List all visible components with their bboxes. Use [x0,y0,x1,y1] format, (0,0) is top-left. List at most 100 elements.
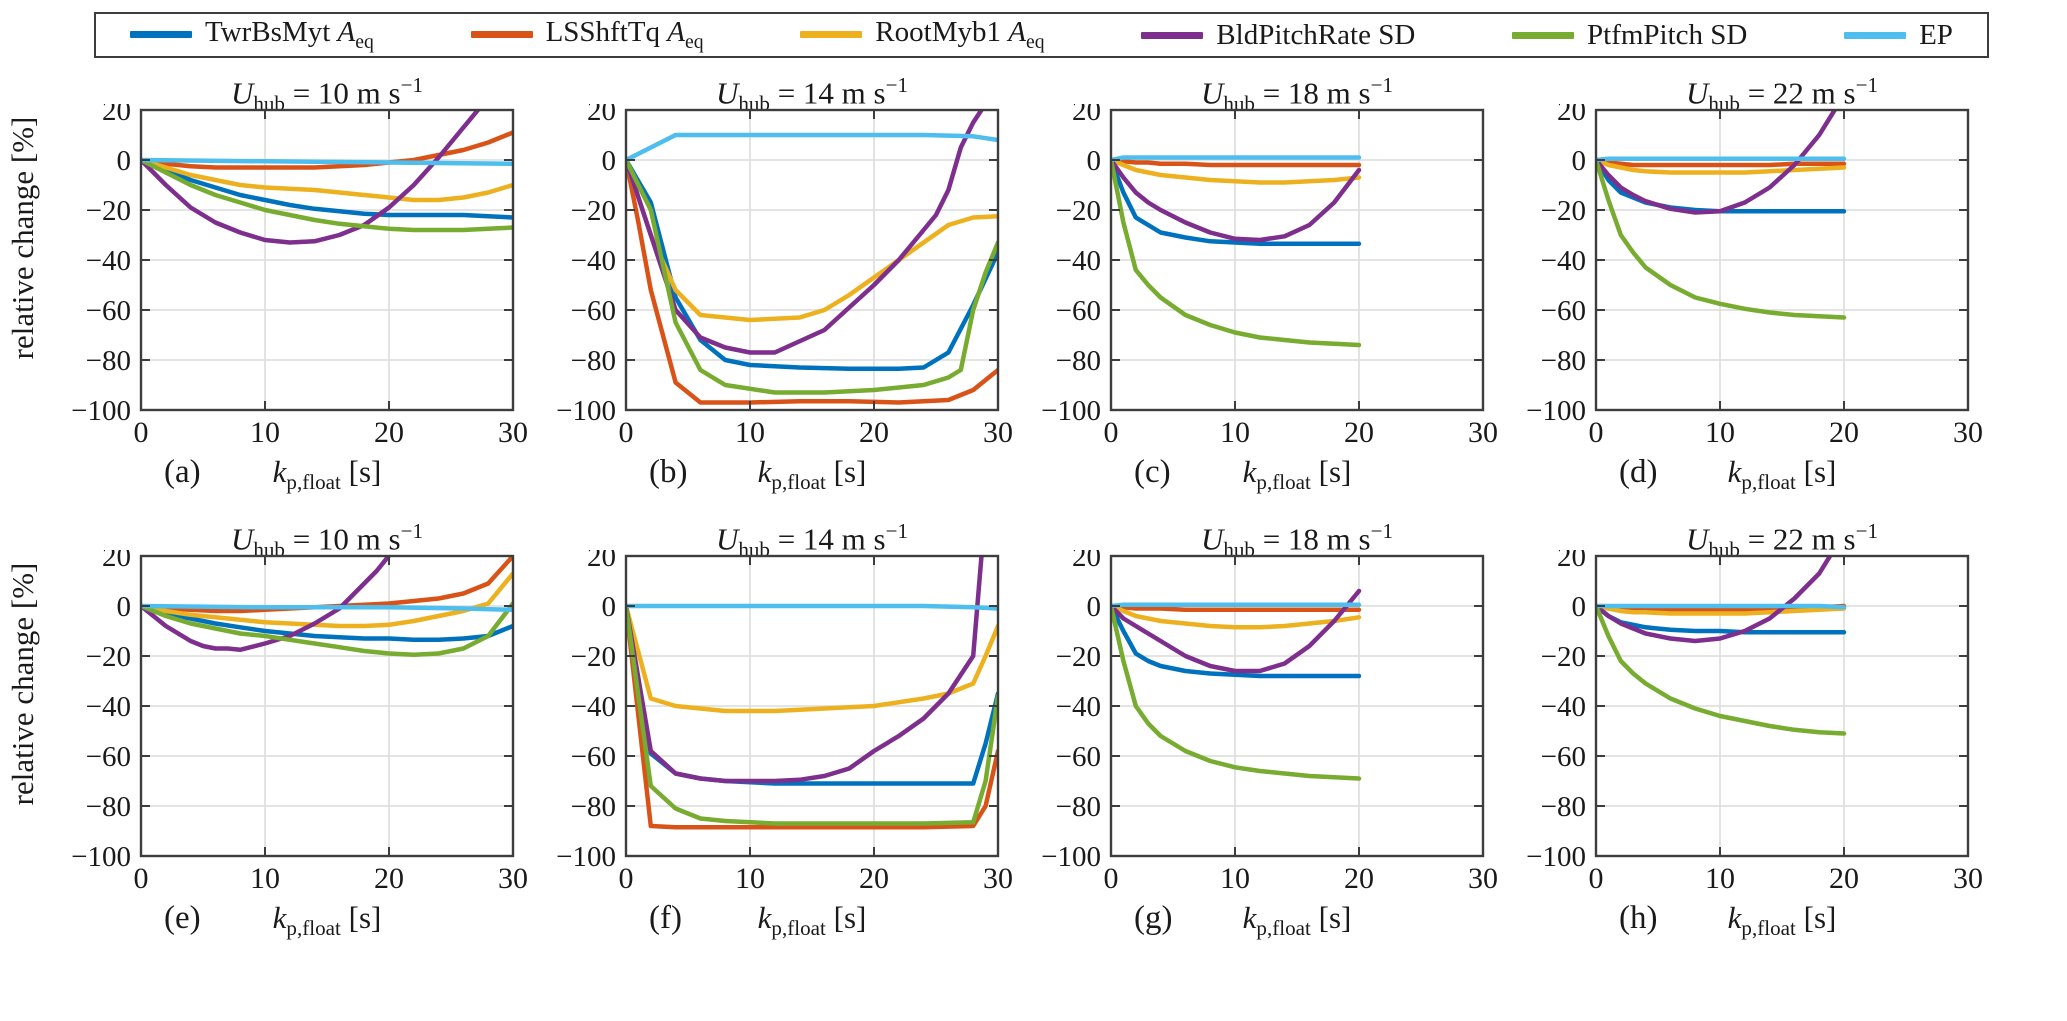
series-lsshfttq [141,556,513,614]
x-tick-label: 20 [1344,416,1374,449]
subplot-foot: (h) kp,float [s] [1501,900,1986,954]
series-lsshfttq [141,130,513,170]
x-tick-label: 0 [134,862,149,895]
x-tick-label: 20 [1829,862,1859,895]
series-ptfmpitch [626,603,998,826]
x-tick-label: 30 [1468,862,1498,895]
y-tick-label: −80 [1056,345,1101,377]
y-tick-label: −100 [556,395,616,427]
legend-line-swatch [1141,31,1204,39]
legend-line-swatch [1844,31,1907,39]
x-tick-label: 20 [859,862,889,895]
y-tick-label: 20 [1072,550,1101,573]
x-tick-label: 30 [1953,416,1983,449]
y-tick-label: −60 [571,295,616,327]
x-axis-label: kp,float [s] [1727,454,1837,495]
y-axis-label-bottom: relative change [%] [0,508,46,908]
subplot-title: Uhub = 22 m s−1 [1685,519,1879,562]
series-lsshfttq [1111,157,1362,168]
x-tick-label: 30 [498,862,528,895]
series-ptfmpitch [1596,157,1847,320]
y-tick-label: −60 [571,741,616,773]
y-tick-label: −100 [71,841,131,873]
plot-area-f: 0 10 20 30 20 0 −20 −40 −60 −80 −100 [556,541,1013,895]
x-tick-label: 20 [374,862,404,895]
y-tick-label: −60 [1541,741,1586,773]
y-tick-label: 20 [1557,550,1586,573]
x-axis-label: kp,float [s] [757,900,867,941]
plot-area-e: 0 10 20 30 20 0 −20 −40 −60 −80 −100 [71,541,528,895]
y-tick-label: 0 [117,145,132,177]
legend-item-bldpitchrate: BldPitchRate SD [1141,19,1415,52]
x-tick-label: 0 [134,416,149,449]
legend-label: RootMyb1 Aeq [875,16,1045,53]
y-tick-label: 0 [117,591,132,623]
y-tick-label: −80 [1541,791,1586,823]
subplot-foot: (b) kp,float [s] [531,454,1016,508]
series-rootmyb1 [141,157,513,203]
series-ptfmpitch [1111,603,1362,781]
legend-item-ep: EP [1844,19,1953,52]
series-ep [626,132,998,163]
series-rootmyb1 [141,571,513,629]
panel-letter-d: (d) [1619,454,1658,490]
x-tick-label: 10 [735,416,765,449]
series-ep [1111,602,1362,609]
y-tick-label: −20 [86,195,131,227]
series-ep [141,157,513,167]
series-bldpitchrate [1111,588,1362,674]
y-axis-label-text: relative change [%] [5,562,40,806]
y-tick-label: 0 [1087,145,1102,177]
y-tick-label: 0 [1572,145,1587,177]
series-bldpitchrate [141,110,481,245]
y-tick-label: −40 [1541,691,1586,723]
series-bldpitchrate [626,556,984,784]
series-twrbsmyt [1596,157,1847,214]
y-tick-label: −60 [86,295,131,327]
x-axis-label: kp,float [s] [1727,900,1837,941]
y-tick-label: −60 [1056,295,1101,327]
panel-letter-g: (g) [1134,900,1173,936]
legend-label: BldPitchRate SD [1216,18,1416,51]
panel-letter-b: (b) [649,454,688,490]
x-axis-label: kp,float [s] [272,454,382,495]
y-tick-label: −100 [556,841,616,873]
x-tick-label: 0 [1589,862,1604,895]
series-ep [626,603,998,611]
y-tick-label: −100 [1526,395,1586,427]
y-tick-label: 20 [102,550,131,573]
y-tick-label: −20 [86,641,131,673]
y-tick-label: 0 [1572,591,1587,623]
chart-row-top: relative change [%] Uhub = 10 m s−1 0 10 20… [0,62,2067,508]
series-rootmyb1 [626,603,998,714]
x-tick-label: 20 [374,416,404,449]
subplot-c: Uhub = 18 m s−1 0 10 20 30 20 0 −20 −40 −60 −80 −10… [1016,62,1501,508]
x-tick-label: 0 [1104,416,1119,449]
series-twrbsmyt [1111,603,1362,679]
series-bldpitchrate [1111,157,1362,243]
series-twrbsmyt [141,157,513,220]
y-tick-label: 0 [1087,591,1102,623]
x-tick-label: 10 [1705,862,1735,895]
series-ptfmpitch [1596,603,1847,736]
x-tick-label: 10 [735,862,765,895]
x-axis-label: kp,float [s] [757,454,867,495]
y-tick-label: −60 [86,741,131,773]
subplot-foot: (f) kp,float [s] [531,900,1016,954]
chart-row-bottom: relative change [%] Uhub = 10 m s−1 0 10 20… [0,508,2067,954]
y-tick-label: −80 [86,345,131,377]
x-tick-label: 30 [1953,862,1983,895]
subplot-title: Uhub = 14 m s−1 [715,73,909,116]
x-tick-label: 30 [983,416,1013,449]
x-tick-label: 20 [1829,416,1859,449]
series-rootmyb1 [626,157,998,323]
series-rootmyb1 [1596,603,1847,616]
x-tick-label: 10 [1220,416,1250,449]
subplot-title: Uhub = 14 m s−1 [715,519,909,562]
legend-line-swatch [470,31,533,39]
series-rootmyb1 [1111,157,1362,185]
legend-line-swatch [800,31,863,39]
x-tick-label: 0 [1104,862,1119,895]
series-lsshfttq [1111,603,1362,613]
x-tick-label: 0 [619,862,634,895]
